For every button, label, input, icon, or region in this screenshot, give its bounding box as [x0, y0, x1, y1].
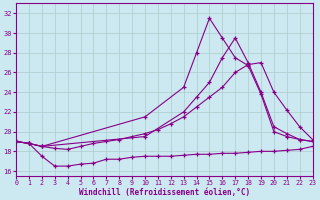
X-axis label: Windchill (Refroidissement éolien,°C): Windchill (Refroidissement éolien,°C) [79, 188, 250, 197]
